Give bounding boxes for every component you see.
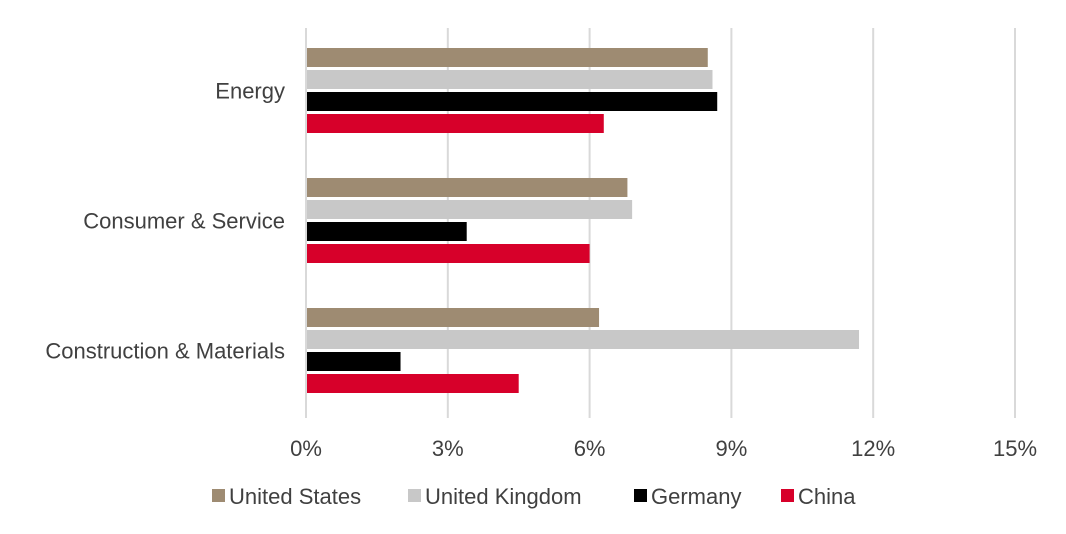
bar-united-kingdom bbox=[306, 330, 860, 349]
category-labels: Energy Consumer & Service Construction & M… bbox=[45, 79, 285, 364]
legend: United States United Kingdom Germany China bbox=[212, 484, 856, 509]
category-label: Energy bbox=[215, 79, 285, 104]
legend-swatch bbox=[408, 489, 421, 502]
bar-china bbox=[306, 374, 519, 393]
legend-label: United Kingdom bbox=[425, 484, 582, 509]
category-label: Construction & Materials bbox=[45, 339, 285, 364]
bars bbox=[306, 48, 860, 393]
bar-china bbox=[306, 114, 604, 133]
x-tick-label: 3% bbox=[432, 436, 464, 461]
x-tick-label: 9% bbox=[716, 436, 748, 461]
bar-united-states bbox=[306, 48, 708, 67]
x-tick-label: 6% bbox=[574, 436, 606, 461]
legend-swatch bbox=[781, 489, 794, 502]
bar-germany bbox=[306, 352, 401, 371]
x-tick-label: 12% bbox=[851, 436, 895, 461]
legend-label: Germany bbox=[651, 484, 741, 509]
bar-china bbox=[306, 244, 590, 263]
bar-united-kingdom bbox=[306, 200, 633, 219]
x-tick-label: 0% bbox=[290, 436, 322, 461]
bar-germany bbox=[306, 222, 467, 241]
legend-label: United States bbox=[229, 484, 361, 509]
x-tick-labels: 0% 3% 6% 9% 12% 15% bbox=[290, 436, 1037, 461]
category-label: Consumer & Service bbox=[83, 209, 285, 234]
bar-united-kingdom bbox=[306, 70, 713, 89]
bar-united-states bbox=[306, 308, 600, 327]
bar-germany bbox=[306, 92, 718, 111]
bar-united-states bbox=[306, 178, 628, 197]
legend-label: China bbox=[798, 484, 856, 509]
x-tick-label: 15% bbox=[993, 436, 1037, 461]
legend-swatch bbox=[634, 489, 647, 502]
legend-swatch bbox=[212, 489, 225, 502]
